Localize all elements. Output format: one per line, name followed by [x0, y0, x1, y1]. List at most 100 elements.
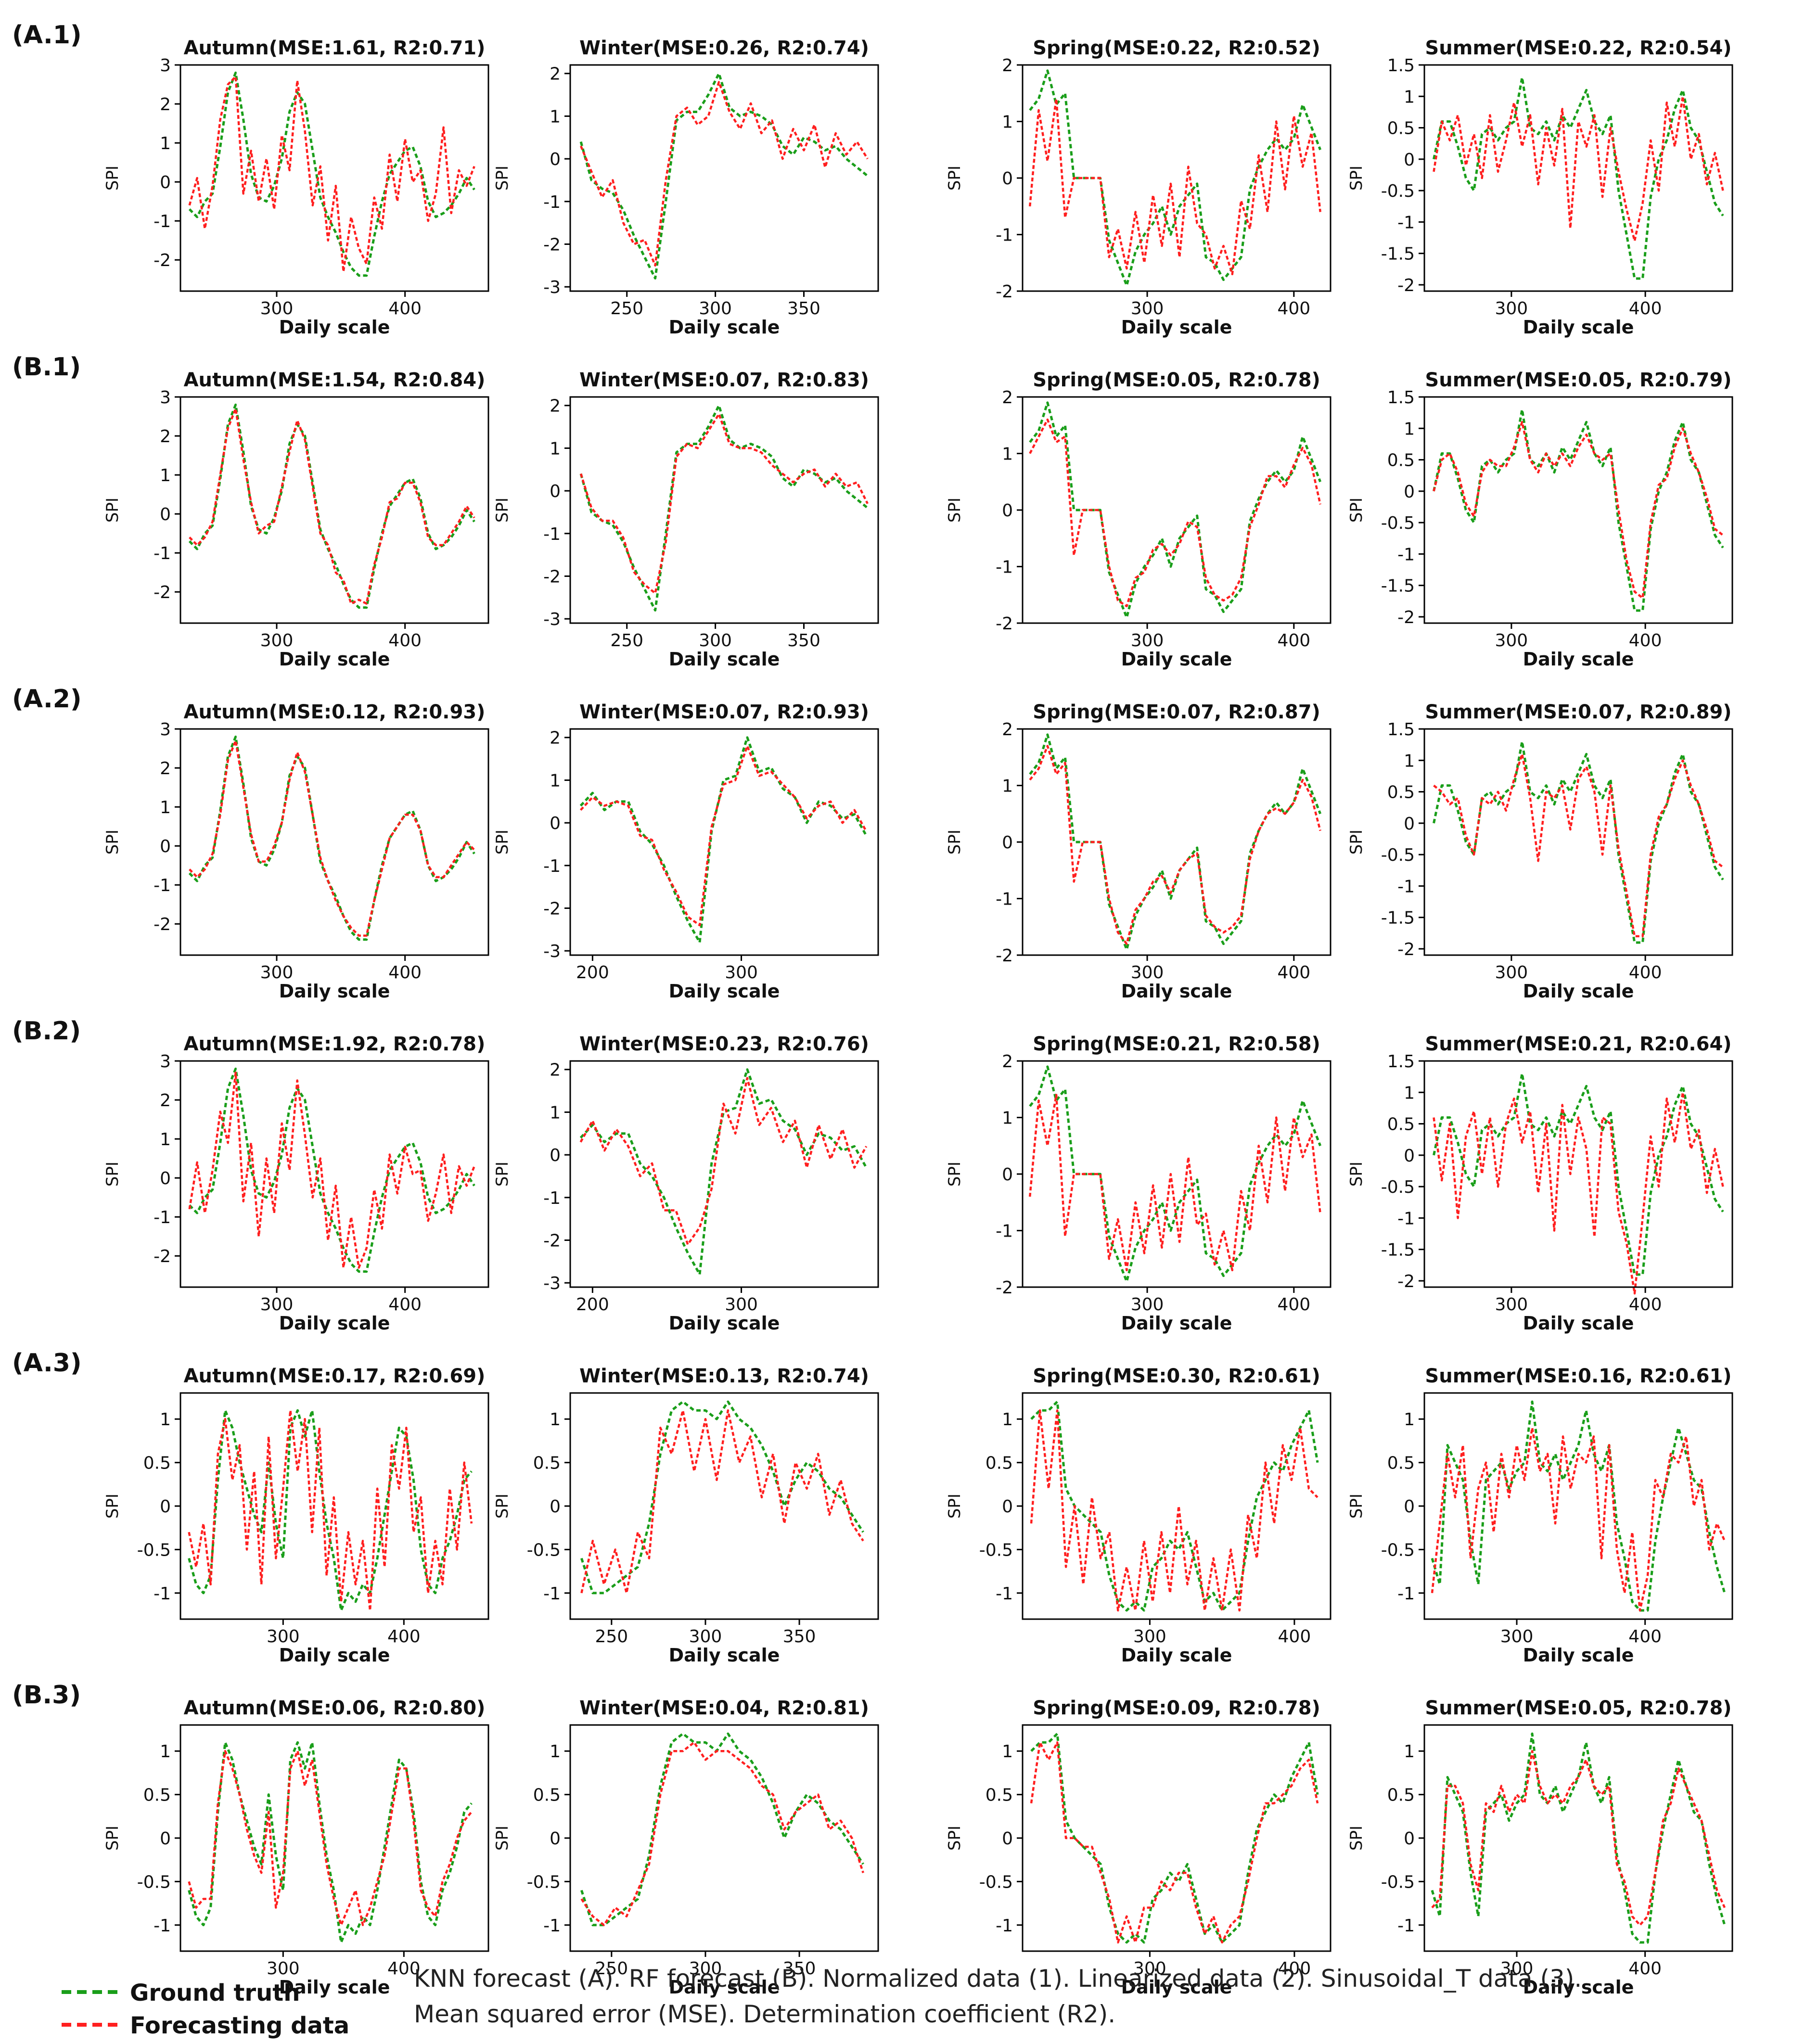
plot-frame — [179, 396, 489, 624]
y-axis-label: SPI — [493, 1826, 512, 1851]
y-tick-label: -1 — [1397, 877, 1415, 896]
x-tick-label: 400 — [388, 631, 422, 651]
ground-truth-line — [1433, 1072, 1724, 1276]
y-tick-label: 1 — [550, 1103, 561, 1123]
y-tick-label: 2 — [160, 1091, 171, 1111]
y-tick-label: -1 — [1397, 1916, 1415, 1936]
x-axis-label: Daily scale — [1523, 317, 1634, 338]
plot-frame — [569, 396, 879, 624]
ground-truth-line — [188, 403, 475, 609]
y-tick-label: -0.5 — [1381, 181, 1415, 201]
y-tick-label: 0 — [1404, 1497, 1415, 1517]
forecast-line — [188, 1750, 473, 1927]
y-tick-label: -1 — [996, 1222, 1013, 1241]
y-tick-label: -2 — [154, 1247, 171, 1266]
y-tick-label: 1 — [160, 1410, 171, 1430]
forecast-line — [579, 745, 868, 927]
y-tick-label: 0 — [160, 837, 171, 856]
y-tick-label: 0.5 — [986, 1454, 1013, 1473]
x-tick-label: 300 — [260, 1295, 294, 1315]
y-axis-label: SPI — [1347, 498, 1366, 523]
subplot-title: Winter(MSE:0.07, R2:0.93) — [579, 701, 869, 723]
row-label: (A.1) — [12, 21, 82, 50]
ground-truth-line — [579, 1068, 868, 1276]
ground-truth-line — [1030, 1732, 1319, 1944]
y-tick-label: 0 — [1404, 1829, 1415, 1849]
ground-truth-line — [1431, 1732, 1726, 1944]
y-tick-label: 0 — [550, 482, 561, 501]
y-tick-label: 1 — [550, 1742, 561, 1762]
x-tick-label: 400 — [1277, 963, 1310, 983]
subplot-title: Winter(MSE:0.26, R2:0.74) — [579, 37, 869, 59]
plot-frame — [1423, 64, 1733, 292]
y-tick-label: 1 — [1404, 1742, 1415, 1762]
y-tick-label: 0 — [1002, 833, 1013, 853]
y-tick-label: -1 — [543, 856, 561, 876]
subplot-title: Autumn(MSE:0.06, R2:0.80) — [184, 1697, 486, 1719]
x-tick-label: 300 — [1131, 1295, 1164, 1315]
y-axis-label: SPI — [1347, 1826, 1366, 1851]
y-tick-label: 0 — [160, 1829, 171, 1849]
forecast-line — [1030, 1409, 1319, 1612]
y-tick-label: -1 — [154, 544, 171, 563]
y-tick-label: 0.5 — [143, 1786, 171, 1805]
x-tick-label: 250 — [610, 299, 643, 319]
x-tick-label: 300 — [1495, 963, 1528, 983]
x-tick-label: 200 — [576, 1295, 609, 1315]
subplot-title: Summer(MSE:0.05, R2:0.78) — [1425, 1697, 1731, 1719]
subplot-title: Winter(MSE:0.23, R2:0.76) — [579, 1033, 869, 1055]
y-tick-label: 1 — [160, 1742, 171, 1762]
y-tick-label: 0 — [160, 1169, 171, 1188]
plot-frame — [1423, 1060, 1733, 1288]
forecast-line — [1029, 745, 1321, 945]
y-tick-label: -0.5 — [1381, 845, 1415, 865]
plot-frame — [179, 64, 489, 292]
caption-note: KNN forecast (A). RF forecast (B). Norma… — [414, 1961, 1582, 2032]
subplot-title: Spring(MSE:0.21, R2:0.58) — [1033, 1033, 1320, 1055]
ground-truth-line — [1433, 76, 1724, 280]
x-tick-label: 400 — [1628, 1627, 1662, 1647]
ground-truth-line — [1431, 1400, 1726, 1612]
x-tick-label: 300 — [1500, 1959, 1534, 1979]
x-axis-label: Daily scale — [1523, 1977, 1634, 1998]
y-tick-label: 1 — [550, 107, 561, 127]
y-axis-label: SPI — [945, 1494, 964, 1519]
x-tick-label: 300 — [267, 1959, 300, 1979]
y-axis-label: SPI — [1347, 1494, 1366, 1519]
x-tick-label: 300 — [1131, 963, 1164, 983]
y-tick-label: 3 — [160, 56, 171, 76]
y-tick-label: 2 — [160, 427, 171, 447]
row-label: (A.2) — [12, 685, 82, 714]
x-tick-label: 300 — [267, 1627, 300, 1647]
x-axis-label: Daily scale — [279, 981, 390, 1002]
y-tick-label: 0.5 — [1387, 119, 1415, 139]
y-axis-label: SPI — [103, 830, 122, 855]
y-tick-label: 0 — [550, 1829, 561, 1849]
y-tick-label: 1 — [1002, 1109, 1013, 1128]
forecast-line — [579, 413, 869, 595]
y-tick-label: 2 — [1002, 1052, 1013, 1072]
y-tick-label: -1 — [154, 1916, 171, 1936]
y-tick-label: -2 — [1397, 608, 1415, 627]
x-tick-label: 400 — [1277, 299, 1310, 319]
y-tick-label: 2 — [1002, 56, 1013, 76]
forecast-line — [1028, 98, 1321, 276]
x-tick-label: 250 — [610, 631, 643, 651]
legend-swatches: Ground truth Forecasting data — [62, 1980, 349, 2039]
y-tick-label: 0 — [1002, 501, 1013, 521]
y-tick-label: 0.5 — [533, 1454, 561, 1473]
y-tick-label: -2 — [996, 946, 1013, 966]
y-axis-label: SPI — [103, 498, 122, 523]
x-tick-label: 300 — [689, 1627, 722, 1647]
row-label: (A.3) — [12, 1349, 82, 1378]
x-axis-label: Daily scale — [1121, 1645, 1232, 1666]
x-tick-label: 400 — [1278, 1627, 1311, 1647]
ground-truth-line — [1029, 733, 1322, 951]
plot-frame — [569, 1724, 879, 1952]
caption-line-1: KNN forecast (A). RF forecast (B). Norma… — [414, 1965, 1582, 1993]
y-axis-label: SPI — [1347, 1162, 1366, 1187]
y-tick-label: 0.5 — [1387, 1786, 1415, 1805]
subplot-title: Winter(MSE:0.07, R2:0.83) — [579, 369, 869, 391]
x-axis-label: Daily scale — [669, 1645, 780, 1666]
